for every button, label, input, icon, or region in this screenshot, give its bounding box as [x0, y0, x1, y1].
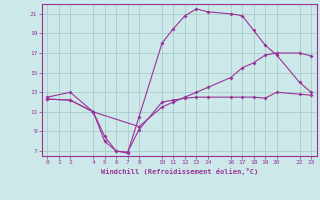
X-axis label: Windchill (Refroidissement éolien,°C): Windchill (Refroidissement éolien,°C)	[100, 168, 258, 175]
